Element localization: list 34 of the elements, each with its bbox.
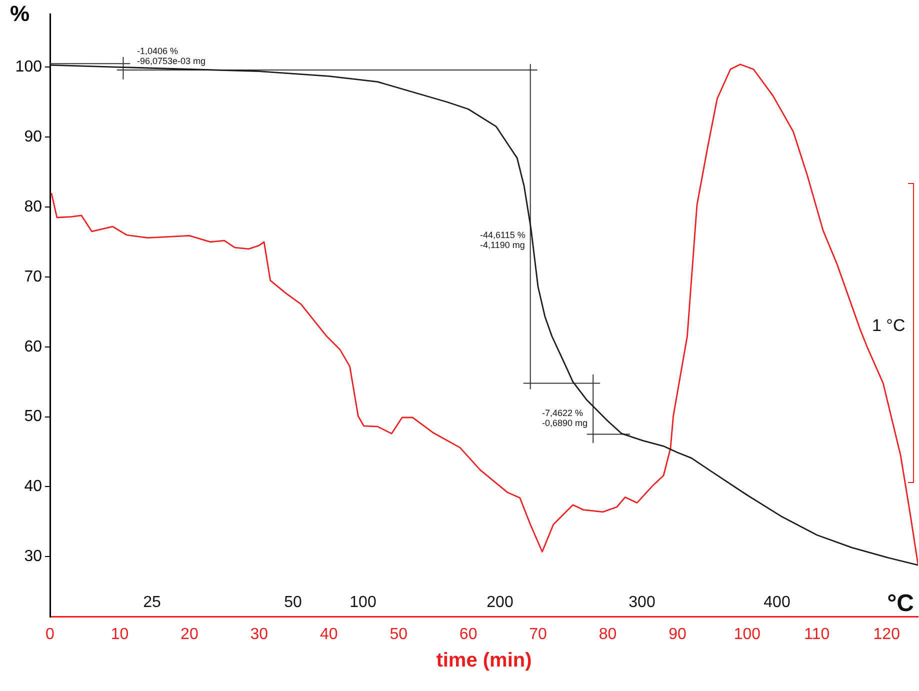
x-tick-label: 30 (250, 626, 268, 643)
y-tick-label: 100 (15, 58, 42, 76)
y-tick-label: 50 (24, 408, 42, 426)
x-tick-label: 50 (390, 626, 408, 643)
y-axis-title: % (10, 1, 30, 26)
x-tick-label: 100 (734, 626, 761, 643)
annotation: -7,4622 % -0,6890 mg (542, 408, 588, 428)
y-tick-label: 90 (24, 128, 42, 146)
annotation: -1,0406 % -96,0753e-03 mg (137, 46, 206, 66)
x-tick-label: 10 (110, 626, 129, 643)
x-tick-label: 40 (320, 626, 338, 643)
annotation: 1 °C (872, 316, 906, 336)
y-tick-label: 70 (24, 268, 42, 286)
x-tick-label: 0 (46, 626, 55, 643)
y-tick-label: 30 (24, 548, 42, 566)
annotation: -44,6115 % -4,1190 mg (480, 230, 526, 250)
annotation: 200 (486, 594, 514, 612)
x-tick-label: 120 (873, 626, 900, 643)
annotation: 100 (350, 594, 376, 612)
annotation: 50 (284, 594, 302, 612)
x-tick-label: 80 (598, 626, 617, 643)
x-tick-label: 60 (459, 626, 478, 643)
x-tick-label: 90 (668, 626, 686, 643)
y-tick-label: 40 (24, 478, 42, 496)
x-axis-title: time (min) (436, 650, 532, 672)
x-tick-label: 20 (180, 626, 198, 643)
annotation: 25 (143, 594, 161, 612)
annotation: °C (887, 590, 914, 618)
x-tick-label: 110 (804, 626, 830, 643)
y-tick-label: 80 (24, 198, 42, 216)
annotation: 300 (628, 594, 656, 612)
x-tick-label: 70 (529, 626, 548, 643)
y-tick-label: 60 (24, 338, 42, 356)
annotation: 400 (764, 594, 790, 612)
